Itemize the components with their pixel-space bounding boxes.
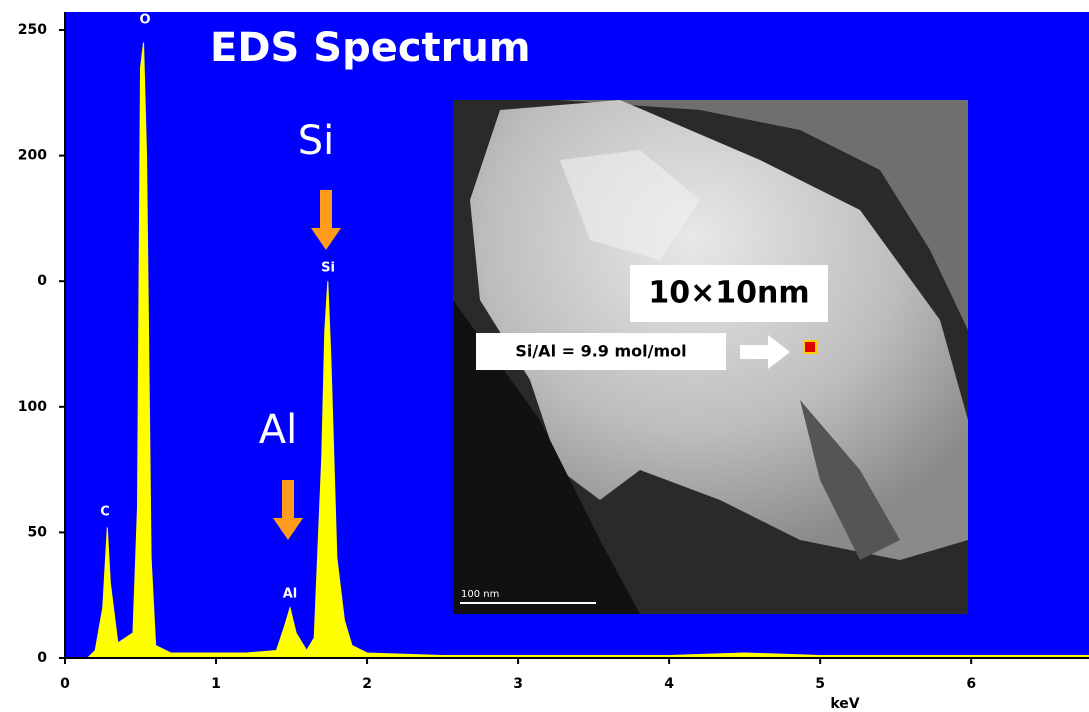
x-tick-label: 5 — [815, 676, 825, 692]
x-tick-label: 4 — [664, 676, 674, 692]
x-tick-label: 6 — [966, 676, 976, 692]
y-tick-label: 50 — [28, 524, 48, 540]
x-axis-label: keV — [830, 696, 859, 712]
y-tick-label: 100 — [18, 399, 47, 415]
y-tick-label: 250 — [18, 22, 47, 38]
chart: EDS Spectrum keV Si Al 10×10nm Si/Al = 9… — [0, 0, 1089, 712]
chart-title: EDS Spectrum — [210, 25, 531, 71]
peak-label: C — [100, 505, 110, 520]
y-tick-label: 0 — [37, 650, 47, 666]
element-label: Si — [298, 118, 335, 164]
size-label: 10×10nm — [648, 276, 809, 311]
x-tick-label: 0 — [60, 676, 70, 692]
peak-label: O — [139, 13, 150, 28]
peak-label: Al — [283, 587, 298, 602]
y-tick-label: 0 — [37, 273, 47, 289]
x-tick-label: 2 — [362, 676, 372, 692]
y-tick-label: 200 — [18, 148, 47, 164]
x-tick-label: 1 — [211, 676, 221, 692]
peak-label: Si — [321, 261, 335, 276]
scale-bar-label: 100 nm — [461, 589, 499, 600]
element-label: Al — [259, 407, 297, 453]
x-tick-label: 3 — [513, 676, 523, 692]
ratio-label: Si/Al = 9.9 mol/mol — [515, 342, 686, 361]
